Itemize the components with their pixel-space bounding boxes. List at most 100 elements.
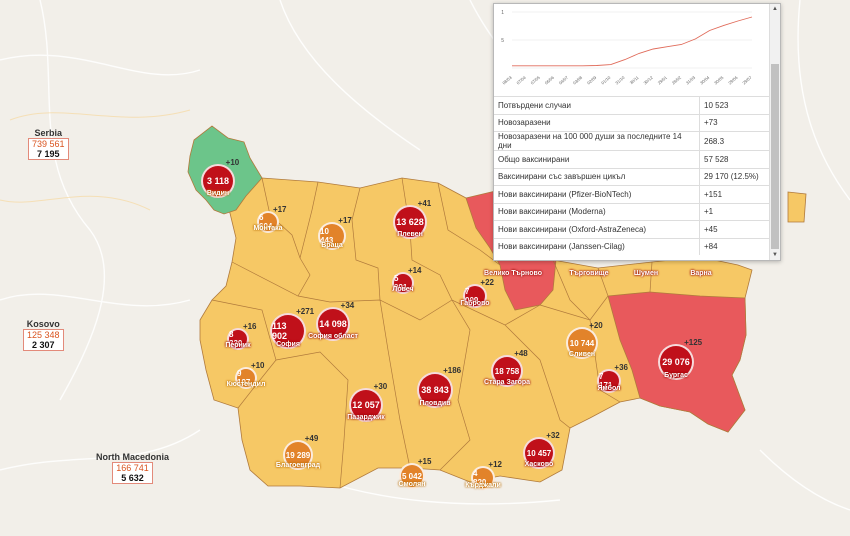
region-delta: +20 xyxy=(589,321,603,330)
region-name: Бургас xyxy=(664,372,688,379)
x-tick-label: 06/06 xyxy=(544,75,556,86)
stats-row: Потвърдени случаи 10 523 xyxy=(494,96,770,114)
region-marker-pazardzhik[interactable]: 12 057 xyxy=(349,388,383,422)
stats-row: Общо ваксинирани 57 528 xyxy=(494,150,770,168)
region-marker-pleven[interactable]: 13 628 xyxy=(393,205,427,239)
region-marker-lovech[interactable]: 5 991 xyxy=(392,272,414,294)
region-name: Смолян xyxy=(398,481,426,488)
country-name: Serbia xyxy=(34,128,63,138)
x-tick-label: 30/04 xyxy=(699,75,711,86)
region-name: Монтака xyxy=(253,225,283,232)
region-marker-vratsa[interactable]: 10 443 xyxy=(318,222,346,250)
region-delta: +271 xyxy=(296,307,315,316)
country-label-kosovo: Kosovo 125 348 2 307 xyxy=(23,319,64,353)
x-tick-label: 29/06 xyxy=(727,75,739,86)
x-tick-label: 02/09 xyxy=(586,75,598,86)
region-delta: +186 xyxy=(443,366,462,375)
region-marker-gabrovo[interactable]: 7 009 xyxy=(463,284,487,308)
x-tick-label: 07/04 xyxy=(516,75,528,86)
x-tick-label: 31/10 xyxy=(614,75,626,86)
y-tick-label: 1 xyxy=(501,10,504,16)
stats-row: Ваксинирани със завършен цикъл 29 170 (12… xyxy=(494,167,770,186)
x-tick-label: 30/12 xyxy=(643,75,655,86)
stats-value: +151 xyxy=(699,185,770,203)
region-marker-pernik[interactable]: 8 330 xyxy=(227,328,249,350)
region-delta: +22 xyxy=(480,278,494,287)
region-delta: +15 xyxy=(417,457,432,466)
region-marker-yambol[interactable]: 7 171 xyxy=(597,369,621,393)
stats-label: Нови ваксинирани (Pfizer-BioNTech) xyxy=(494,185,700,203)
stats-label: Нови ваксинирани (Moderna) xyxy=(494,202,700,221)
stats-row: Новозаразени +73 xyxy=(494,113,770,132)
region-delta: +17 xyxy=(338,216,352,225)
region-name: Перник xyxy=(225,342,251,349)
scroll-thumb[interactable] xyxy=(771,64,779,249)
stats-label: Нови ваксинирани (Oxford-AstraZeneca) xyxy=(494,220,700,238)
region-delta: +49 xyxy=(304,434,319,443)
country-today: 7 195 xyxy=(37,149,60,159)
region-name: Габрово xyxy=(460,300,490,307)
region-name: Благоевград xyxy=(275,462,321,469)
region-marker-blagoevgrad[interactable]: 19 289 xyxy=(283,440,313,470)
y-tick-label: 5 xyxy=(501,38,504,44)
region-delta: +10 xyxy=(225,158,240,167)
country-stats: 739 561 7 195 xyxy=(28,138,69,160)
x-tick-label: 28/02 xyxy=(671,75,683,86)
country-total: 166 741 xyxy=(116,463,149,473)
country-today: 5 632 xyxy=(121,473,144,483)
x-tick-label: 29/01 xyxy=(657,75,669,86)
stats-label: Новозаразени xyxy=(494,113,700,132)
scroll-up-icon[interactable]: ▲ xyxy=(772,6,778,12)
stats-value: 268.3 xyxy=(699,131,770,151)
region-delta: +34 xyxy=(340,301,355,310)
region-name: Кюстендил xyxy=(226,381,266,388)
country-label-north-macedonia: North Macedonia 166 741 5 632 xyxy=(96,452,169,486)
stats-label: Общо ваксинирани xyxy=(494,150,700,168)
stats-row: Нови ваксинирани (Moderna) +1 xyxy=(494,202,770,221)
region-name: Велико Търново xyxy=(484,270,542,277)
region-marker-sliven[interactable]: 10 744 xyxy=(566,327,598,359)
region-marker-burgas[interactable]: 29 076 xyxy=(658,344,694,380)
country-name: North Macedonia xyxy=(96,452,170,462)
region-marker-sofia-oblast[interactable]: 14 098 xyxy=(316,307,350,341)
series-line xyxy=(512,16,753,67)
stats-value: 57 528 xyxy=(699,150,770,168)
region-name: Враца xyxy=(321,242,343,249)
region-info-popup[interactable]: 1 5 08/03 07/04 07/05 06/06 04/07 03/08 02/09 01/… xyxy=(493,3,781,261)
region-marker-haskovo[interactable]: 10 457 xyxy=(523,437,555,469)
region-delta: +17 xyxy=(272,205,287,214)
region-delta: +14 xyxy=(407,266,422,275)
region-marker-smolyan[interactable]: 5 042 xyxy=(399,463,425,489)
region-marker-vidin[interactable]: 3 118 xyxy=(201,164,235,198)
stats-value: +45 xyxy=(699,220,770,238)
x-tick-label: 29/07 xyxy=(741,75,753,86)
region-marker-kardzhali[interactable]: 4 820 xyxy=(471,466,495,490)
stats-value: +73 xyxy=(699,113,770,132)
region-name: София област xyxy=(308,333,358,340)
region-name: Хасково xyxy=(524,461,554,468)
stats-row: Новозаразени на 100 000 души за последни… xyxy=(494,131,770,151)
region-name: Шумен xyxy=(633,270,659,277)
region-borders xyxy=(211,177,653,489)
region-name: Ловеч xyxy=(392,286,414,293)
popup-scrollbar[interactable]: ▲ ▼ xyxy=(769,4,780,260)
region-delta: +32 xyxy=(546,431,560,440)
country-total: 739 561 xyxy=(32,139,65,149)
stats-value: 29 170 (12.5%) xyxy=(699,167,770,186)
region-marker-sofia[interactable]: 113 902 xyxy=(270,313,306,349)
region-marker-kyustendil[interactable]: 9 197 xyxy=(235,367,257,389)
x-tick-label: 08/03 xyxy=(501,75,513,86)
region-marker-plovdiv[interactable]: 38 843 xyxy=(417,372,453,408)
region-marker-stara-zagora[interactable]: 18 758 xyxy=(491,355,523,387)
region-name: Търговище xyxy=(569,270,609,277)
region-name: София xyxy=(276,341,300,348)
country-stats: 166 741 5 632 xyxy=(112,462,153,484)
region-delta: +30 xyxy=(373,382,388,391)
country-stats: 125 348 2 307 xyxy=(23,329,64,351)
scroll-down-icon[interactable]: ▼ xyxy=(772,252,778,258)
region-marker-montana[interactable]: 6 604 xyxy=(257,211,279,233)
region-name: Сливен xyxy=(568,351,596,358)
region-delta: +10 xyxy=(250,361,265,370)
stats-row: Нови ваксинирани (Oxford-AstraZeneca) +45 xyxy=(494,220,770,238)
stats-label: Ваксинирани със завършен цикъл xyxy=(494,167,700,186)
